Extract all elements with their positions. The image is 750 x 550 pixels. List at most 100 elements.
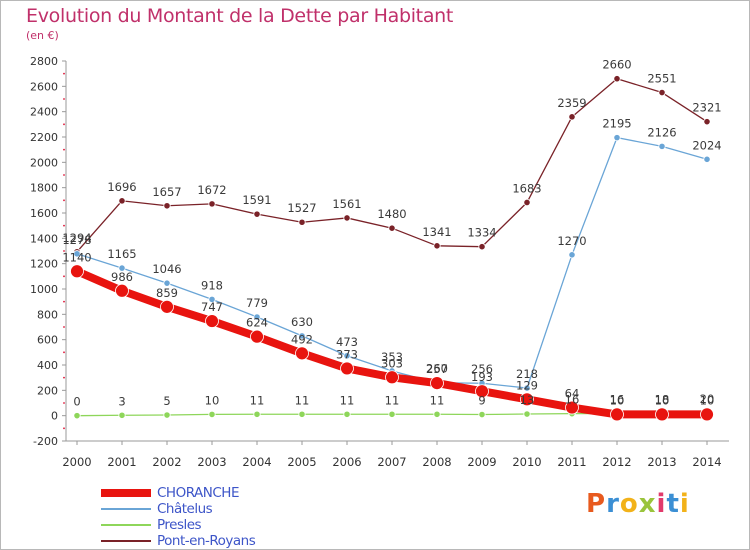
data-point [298,410,306,418]
data-label: 1140 [62,250,91,264]
data-point [118,264,126,272]
data-label: 218 [516,367,538,381]
y-tick-label: 2600 [30,80,58,93]
y-tick-label: 2800 [30,55,58,68]
data-label: 1591 [242,193,271,207]
data-label: 2126 [647,125,676,139]
data-label: 624 [246,316,268,330]
data-label: 1294 [62,231,91,245]
data-point [523,198,531,207]
legend-label-choranche: CHORANCHE [157,485,239,501]
data-point [343,352,351,360]
x-tick-label: 2001 [107,455,136,469]
data-label: 303 [381,356,403,370]
data-point [388,224,396,232]
data-point [250,329,264,344]
data-label: 1683 [512,181,541,195]
logo-letter: i [656,489,667,519]
y-tick-label: 400 [37,359,58,372]
y-minor-tick [63,326,65,328]
data-label: 129 [516,378,538,392]
legend-swatch-choranche [101,489,151,497]
data-label: 373 [336,347,358,361]
legend-label-chatelus: Châtelus [157,501,213,517]
y-minor-tick [63,351,65,354]
x-tick-label: 2003 [197,455,226,469]
data-point [658,88,666,97]
y-tick-label: 1000 [30,283,58,296]
x-tick-label: 2014 [692,455,721,469]
data-label: 18 [655,392,670,406]
data-label: 10 [205,393,220,407]
data-label: 630 [291,315,313,329]
y-minor-tick [63,402,65,404]
data-point [163,411,171,419]
data-point [70,264,84,279]
data-point [520,392,534,407]
data-point [478,410,486,419]
data-label: 473 [336,335,358,349]
logo-letter: x [638,489,657,519]
x-tick-label: 2002 [152,455,181,469]
data-label: 1561 [332,197,361,211]
legend-swatch-pont-en-royans [101,540,151,542]
y-minor-tick [63,72,65,75]
y-minor-tick [63,174,65,176]
data-label: 11 [430,393,445,407]
data-point [523,410,531,418]
chart-unit-label: (en €) [26,29,59,42]
data-point [433,410,441,418]
data-point [253,313,261,321]
data-label: 1046 [152,262,181,276]
data-label: 2321 [692,101,721,115]
data-label: 1480 [377,207,406,221]
data-label: 1341 [422,225,451,239]
data-point [115,283,129,298]
data-label: 353 [381,350,403,364]
data-label: 20 [700,392,715,406]
data-label: 1334 [467,226,496,240]
data-label: 1696 [107,180,136,194]
y-tick-label: 800 [37,308,58,321]
data-point [343,410,351,418]
data-label: 1278 [62,233,91,247]
data-point [610,407,624,422]
data-label: 10 [610,393,625,407]
data-point [568,251,576,259]
data-point [658,142,666,150]
y-minor-tick [63,275,65,278]
x-tick-label: 2006 [332,455,361,469]
y-tick-label: 1600 [30,207,58,220]
data-label: 859 [156,286,178,300]
data-point [163,202,171,210]
y-minor-tick [63,98,65,100]
logo-letter: o [619,489,639,519]
data-label: 11 [250,393,265,407]
data-point [703,155,711,163]
data-label: 1672 [197,183,226,197]
x-tick-label: 2012 [602,455,631,469]
y-minor-tick [63,250,65,252]
legend-label-presles: Presles [157,517,202,533]
data-point [430,376,444,391]
data-point [253,410,261,418]
y-tick-label: -200 [33,435,58,448]
chart-title: Evolution du Montant de la Dette par Hab… [26,5,454,27]
x-tick-label: 2009 [467,455,496,469]
data-label: 2359 [557,96,586,110]
x-tick-label: 2008 [422,455,451,469]
y-tick-label: 1400 [30,232,58,245]
data-point [118,197,126,205]
data-label: 1165 [107,247,136,261]
data-label: 779 [246,296,268,310]
logo-letter: P [586,489,607,519]
logo-letter: t [666,489,680,519]
data-point [388,410,396,418]
y-tick-label: 1800 [30,182,58,195]
data-point [163,279,171,287]
data-point [118,411,126,419]
data-label: 257 [426,362,448,376]
data-point [475,384,489,399]
y-minor-tick [63,427,65,430]
